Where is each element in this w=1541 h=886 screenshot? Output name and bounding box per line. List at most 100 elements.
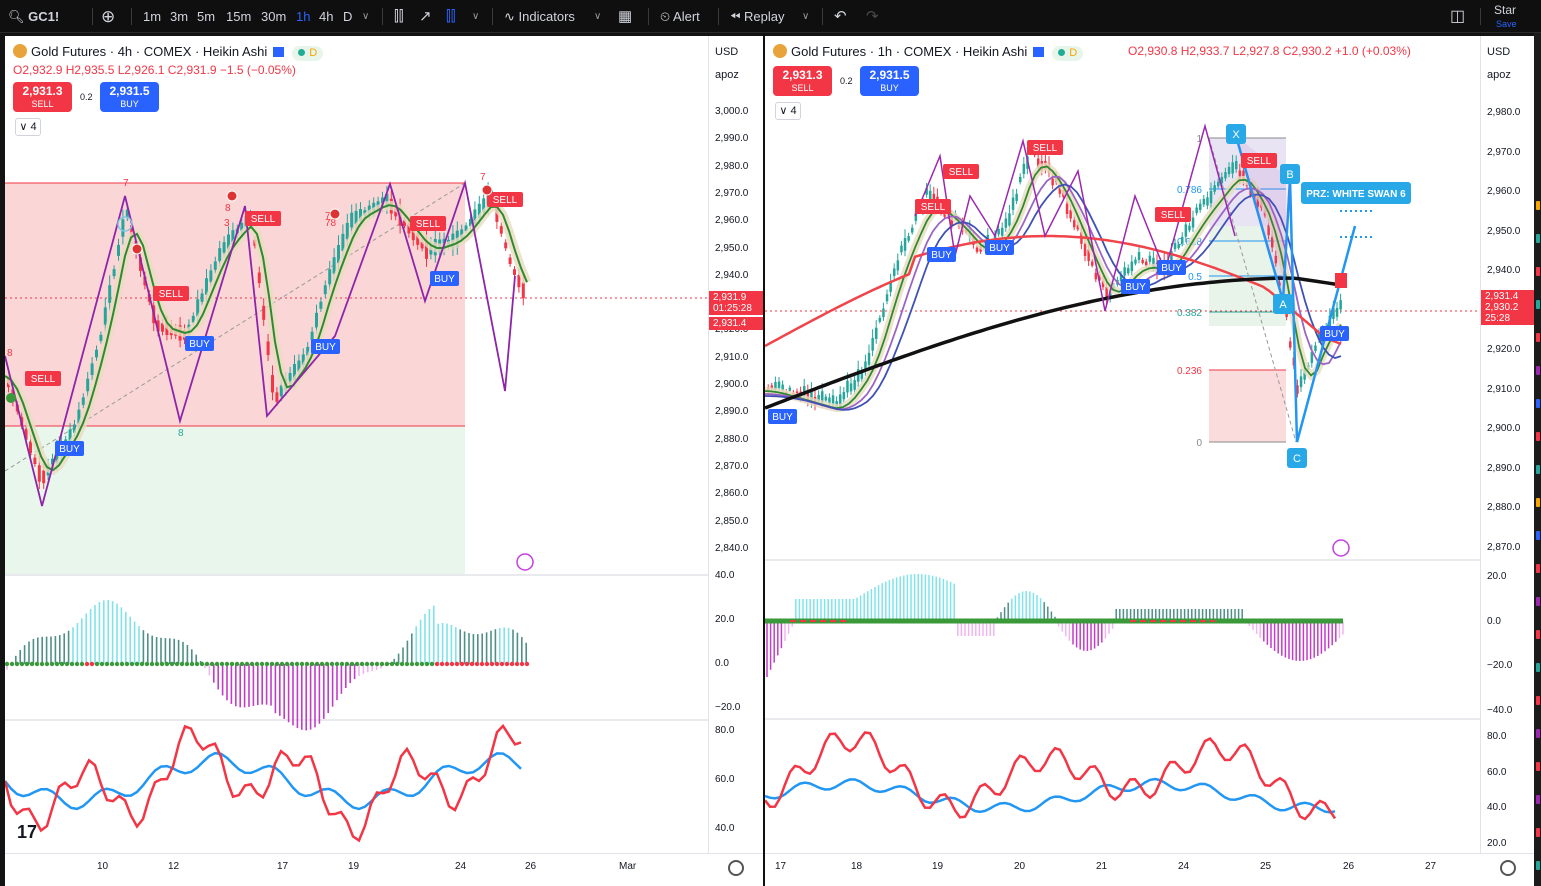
candle-body [1274, 255, 1278, 264]
candle-body [1087, 249, 1090, 261]
chevron-down-icon[interactable]: ∨ [362, 11, 370, 22]
sell-button[interactable]: 2,931.3 SELL [13, 82, 72, 112]
candle-body [853, 380, 856, 390]
pane-divider[interactable] [763, 33, 765, 886]
signal-label-bg [915, 199, 951, 214]
watchlist-marker[interactable] [1536, 531, 1540, 540]
watchlist-marker[interactable] [1536, 333, 1540, 342]
replay-button[interactable]: ⏪︎ Replay [730, 0, 785, 33]
candle-body [846, 380, 849, 393]
timeframe-d[interactable]: D [343, 9, 353, 24]
indicators-collapse-button[interactable]: ∨ 4 [15, 118, 41, 136]
currency-label[interactable]: USD [715, 46, 739, 58]
watchlist-marker[interactable] [1536, 762, 1540, 771]
zero-dot [494, 661, 500, 667]
save-button[interactable]: Save [1496, 19, 1517, 29]
indicators-collapse-button[interactable]: ∨ 4 [775, 102, 801, 120]
watchlist-marker[interactable] [1536, 300, 1540, 309]
watchlist-marker[interactable] [1536, 234, 1540, 243]
timeframe-1h[interactable]: 1h [296, 9, 311, 24]
timeframe-5m[interactable]: 5m [197, 9, 216, 24]
watchlist-marker[interactable] [1536, 399, 1540, 408]
profile-label[interactable]: apoz [715, 69, 739, 81]
line-chart-icon[interactable]: ↗ [419, 8, 432, 25]
zero-dot [314, 661, 320, 667]
indicators-button[interactable]: ∿ Indicators [504, 0, 575, 33]
exit-marker [226, 190, 238, 202]
zero-dot [64, 661, 70, 667]
chart-legend-4h[interactable]: Gold Futures · 4h · COMEX · Heikin Ashi D [13, 44, 324, 61]
sell-button[interactable]: 2,931.3 SELL [773, 66, 832, 96]
watchlist-marker[interactable] [1536, 696, 1540, 705]
candle-body [1173, 243, 1177, 250]
timeframe-3m[interactable]: 3m [170, 9, 189, 24]
flag-icon[interactable] [1033, 47, 1045, 57]
timeframe-4h[interactable]: 4h [319, 9, 334, 24]
timeframe-15m[interactable]: 15m [226, 9, 252, 24]
candles-icon[interactable]: ⫿⫿ [394, 8, 404, 25]
timeframe-1m[interactable]: 1m [143, 9, 162, 24]
settings-gear-icon[interactable] [728, 860, 744, 876]
candle-body [315, 312, 318, 328]
undo-icon[interactable]: ↶ [834, 8, 847, 25]
chart-canvas-4h[interactable]: SELLBUYSELLBUYSELLBUYSELLBUYSELL78787788… [5, 36, 708, 853]
watchlist-marker[interactable] [1536, 465, 1540, 474]
compare-add-icon[interactable]: ⊕ [101, 7, 116, 26]
redo-icon[interactable]: ↷ [866, 8, 879, 25]
watchlist-marker[interactable] [1536, 366, 1540, 375]
watchlist-marker[interactable] [1536, 828, 1540, 837]
watchlist-marker[interactable] [1536, 564, 1540, 573]
watchlist-marker[interactable] [1536, 498, 1540, 507]
chevron-down-icon[interactable]: ∨ [594, 11, 602, 22]
zero-dot [514, 661, 520, 667]
divider [1480, 8, 1481, 25]
alert-button[interactable]: ⏲ Alert [660, 0, 700, 33]
flag-icon[interactable] [273, 47, 285, 57]
chart-legend-1h[interactable]: Gold Futures · 1h · COMEX · Heikin Ashi D [773, 44, 1084, 61]
chart-pane-1h[interactable]: 1 0.786 0.618 0.5 0.382 0.236 0 X A B C PRZ: WHITE … [765, 36, 1480, 853]
zero-dot [434, 661, 440, 667]
ma-line [5, 204, 528, 472]
settings-gear-icon[interactable] [1500, 860, 1516, 876]
watchlist-marker[interactable] [1536, 267, 1540, 276]
price-scale-4h[interactable]: USD apoz 3,000.0 2,990.0 2,980.0 2,970.0 2,9… [708, 36, 763, 853]
d-label: D [309, 47, 318, 59]
symbol-search[interactable]: 🔍︎ GC1! [8, 0, 59, 33]
time-axis-1h[interactable]: 17 18 19 20 21 24 25 26 27 [765, 853, 1480, 886]
watchlist-marker[interactable] [1536, 795, 1540, 804]
buy-button[interactable]: 2,931.5 BUY [860, 66, 919, 96]
layout-grid-icon[interactable]: ▦ [618, 8, 633, 25]
chart-pane-4h[interactable]: SELL BUY SELL BUY SELL BUY SELL BUY SELL 7 8 7 8 7 78 8… [5, 36, 708, 853]
zero-dot [274, 661, 280, 667]
watchlist-marker[interactable] [1536, 729, 1540, 738]
zero-dot [499, 661, 505, 667]
account-name[interactable]: Star [1494, 3, 1517, 17]
chevron-down-icon[interactable]: ∨ [472, 11, 480, 22]
signal-label: SELL [251, 214, 276, 225]
watchlist-strip[interactable] [1534, 33, 1541, 886]
watchlist-marker[interactable] [1536, 432, 1540, 441]
candle-body [1011, 197, 1015, 210]
watchlist-marker[interactable] [1536, 663, 1540, 672]
watchlist-marker[interactable] [1536, 630, 1540, 639]
watchlist-marker[interactable] [1536, 597, 1540, 606]
timeframe-30m[interactable]: 30m [261, 9, 287, 24]
bar-countdown: 01:25:28 [713, 303, 752, 314]
time-axis-4h[interactable]: 10 12 17 19 24 26 Mar [5, 853, 708, 886]
buy-button[interactable]: 2,931.5 BUY [100, 82, 159, 112]
panel-toggle-icon[interactable]: ◫ [1450, 8, 1466, 25]
data-status-badge[interactable]: D [1052, 46, 1084, 61]
price-scale-1h[interactable]: USD apoz 2,980.0 2,970.0 2,960.0 2,950.0 2,9… [1480, 36, 1534, 853]
watchlist-marker[interactable] [1536, 861, 1540, 870]
watchlist-marker[interactable] [1536, 201, 1540, 210]
profile-label[interactable]: apoz [1487, 69, 1511, 81]
pivot-marker [117, 216, 133, 232]
data-status-badge[interactable]: D [292, 46, 324, 61]
candle-body [473, 209, 477, 224]
heikin-ashi-icon[interactable]: ⫿⫿ [446, 8, 456, 25]
currency-label[interactable]: USD [1487, 46, 1511, 58]
chevron-down-icon[interactable]: ∨ [802, 11, 810, 22]
signal-label: BUY [315, 342, 336, 353]
price-tick: 2,990.0 [715, 133, 749, 145]
